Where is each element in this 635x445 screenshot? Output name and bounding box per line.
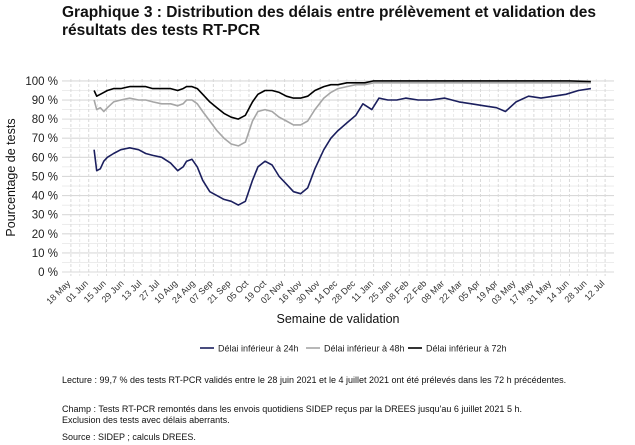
series-line-72h bbox=[93, 80, 591, 120]
champ-line-1: Champ : Tests RT-PCR remontés dans les e… bbox=[62, 404, 522, 414]
champ-note: Champ : Tests RT-PCR remontés dans les e… bbox=[62, 404, 602, 426]
y-tick-label: 90 % bbox=[32, 95, 58, 107]
x-axis-title: Semaine de validation bbox=[277, 312, 400, 326]
y-axis-title: Pourcentage de tests bbox=[4, 118, 18, 236]
chart-title: Graphique 3 : Distribution des délais en… bbox=[62, 4, 597, 39]
y-tick-label: 20 % bbox=[32, 229, 58, 241]
x-tick-label: 12 Jul bbox=[582, 278, 606, 302]
grid bbox=[62, 79, 614, 276]
legend-label-48h: Délai inférieur à 48h bbox=[324, 344, 405, 354]
legend-label-72h: Délai inférieur à 72h bbox=[426, 344, 507, 354]
series-line-24h bbox=[93, 87, 592, 206]
y-tick-label: 10 % bbox=[32, 248, 58, 260]
y-tick-label: 80 % bbox=[32, 114, 58, 126]
y-tick-label: 30 % bbox=[32, 210, 58, 222]
y-tick-label: 40 % bbox=[32, 191, 58, 203]
source-note: Source : SIDEP ; calculs DREES. bbox=[62, 432, 196, 442]
y-tick-label: 70 % bbox=[32, 133, 58, 145]
legend: Délai inférieur à 24h Délai inférieur à 4… bbox=[200, 344, 507, 354]
y-tick-label: 60 % bbox=[32, 152, 58, 164]
legend-label-24h: Délai inférieur à 24h bbox=[218, 344, 299, 354]
champ-line-2: Exclusion des tests avec délais aberrant… bbox=[62, 415, 230, 425]
lecture-note: Lecture : 99,7 % des tests RT-PCR validé… bbox=[62, 375, 567, 385]
y-tick-label: 0 % bbox=[38, 267, 58, 279]
y-tick-label: 100 % bbox=[25, 76, 58, 88]
y-tick-label: 50 % bbox=[32, 171, 58, 183]
series-lines bbox=[93, 80, 592, 206]
series-line-48h bbox=[93, 82, 591, 147]
